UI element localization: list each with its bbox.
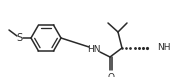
Text: O: O — [107, 73, 115, 77]
Text: HN: HN — [87, 46, 101, 55]
Text: S: S — [16, 33, 22, 43]
Text: NH₂: NH₂ — [157, 44, 170, 53]
